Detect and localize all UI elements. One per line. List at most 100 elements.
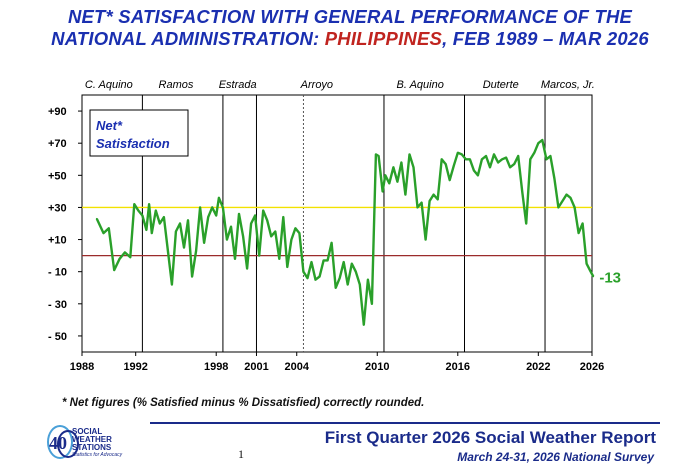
data-point bbox=[183, 246, 185, 249]
data-point bbox=[215, 214, 218, 217]
data-point bbox=[569, 197, 572, 199]
data-point bbox=[238, 213, 240, 215]
data-point bbox=[549, 155, 552, 157]
data-point bbox=[392, 166, 395, 169]
data-point bbox=[477, 174, 479, 177]
footnote: * Net figures (% Satisfied minus % Dissa… bbox=[62, 397, 425, 409]
data-point bbox=[129, 256, 132, 259]
data-point bbox=[577, 232, 580, 234]
data-point bbox=[581, 222, 584, 225]
data-point bbox=[489, 166, 491, 169]
data-point bbox=[286, 266, 289, 268]
data-point bbox=[102, 232, 105, 234]
data-point bbox=[230, 225, 232, 228]
data-point bbox=[436, 198, 439, 201]
y-tick-label-7: +90 bbox=[48, 106, 67, 118]
data-point bbox=[334, 286, 337, 289]
data-point bbox=[314, 278, 317, 281]
administration-label-2: Estrada bbox=[219, 79, 257, 91]
data-point bbox=[381, 190, 384, 193]
data-point bbox=[234, 258, 236, 260]
data-point bbox=[326, 259, 329, 262]
data-point bbox=[290, 238, 293, 241]
data-point bbox=[388, 182, 391, 185]
data-point bbox=[199, 206, 201, 209]
data-point bbox=[481, 158, 483, 161]
data-point bbox=[322, 259, 325, 262]
data-point bbox=[517, 155, 519, 157]
x-tick-label-6: 2016 bbox=[446, 361, 470, 373]
data-point bbox=[145, 229, 148, 231]
data-point bbox=[412, 166, 415, 169]
sws-logo-icon: 40 bbox=[47, 425, 79, 459]
x-tick-label-4: 2004 bbox=[284, 361, 309, 373]
data-point bbox=[541, 139, 544, 141]
data-point bbox=[428, 200, 431, 202]
data-point bbox=[377, 155, 380, 157]
x-tick-label-0: 1988 bbox=[70, 361, 94, 373]
data-point bbox=[363, 323, 365, 326]
data-point bbox=[167, 250, 169, 252]
data-point bbox=[440, 158, 443, 161]
data-point bbox=[150, 232, 153, 234]
data-point bbox=[509, 166, 511, 169]
logo-number: 40 bbox=[49, 433, 67, 453]
data-point bbox=[485, 155, 487, 157]
data-point bbox=[371, 303, 373, 305]
data-point bbox=[513, 163, 515, 165]
data-point bbox=[310, 261, 313, 263]
report-title: First Quarter 2026 Social Weather Report bbox=[324, 428, 656, 447]
data-point bbox=[452, 164, 455, 167]
data-point bbox=[505, 156, 507, 159]
data-point bbox=[416, 206, 419, 209]
data-point bbox=[270, 235, 273, 238]
x-tick-label-8: 2026 bbox=[580, 361, 604, 373]
logo-tagline: Statistics for Advocacy bbox=[72, 452, 123, 458]
data-point bbox=[179, 222, 181, 225]
data-point bbox=[565, 193, 568, 196]
data-point bbox=[246, 267, 248, 270]
administration-label-1: Ramos bbox=[159, 79, 194, 91]
data-point bbox=[137, 209, 140, 212]
data-point bbox=[298, 232, 301, 234]
data-point bbox=[465, 158, 467, 161]
title-highlight: PHILIPPINES bbox=[324, 28, 443, 49]
data-point bbox=[124, 251, 126, 254]
data-point bbox=[367, 278, 369, 281]
data-point bbox=[330, 241, 333, 244]
data-point bbox=[456, 152, 459, 154]
y-tick-label-5: +50 bbox=[48, 170, 67, 182]
title-prefix: NATIONAL ADMINISTRATION: bbox=[51, 28, 325, 49]
data-point bbox=[318, 275, 321, 278]
data-point bbox=[155, 209, 157, 212]
data-point bbox=[203, 241, 205, 244]
data-point bbox=[553, 177, 556, 180]
data-point bbox=[222, 206, 224, 209]
data-point bbox=[533, 152, 536, 154]
data-point bbox=[133, 203, 136, 206]
data-point bbox=[585, 262, 588, 265]
data-point bbox=[262, 209, 264, 212]
data-point bbox=[529, 158, 532, 161]
data-point bbox=[195, 250, 197, 252]
data-point bbox=[537, 142, 540, 144]
page-number: 1 bbox=[238, 447, 244, 461]
legend-box bbox=[89, 109, 189, 157]
data-point bbox=[211, 206, 213, 209]
data-point bbox=[118, 258, 121, 260]
data-point bbox=[408, 153, 411, 156]
data-point bbox=[404, 193, 407, 196]
data-point bbox=[258, 254, 260, 257]
data-point bbox=[461, 153, 463, 156]
data-point bbox=[375, 153, 377, 156]
data-point bbox=[589, 270, 592, 273]
data-point bbox=[573, 206, 576, 209]
data-point bbox=[148, 203, 150, 206]
data-point bbox=[163, 216, 165, 218]
administration-label-5: Duterte bbox=[483, 79, 519, 91]
data-point bbox=[294, 227, 297, 230]
title-suffix: , FEB 1989 – MAR 2026 bbox=[442, 28, 649, 49]
data-point bbox=[254, 214, 256, 217]
data-point bbox=[278, 258, 281, 260]
data-point bbox=[521, 190, 524, 193]
